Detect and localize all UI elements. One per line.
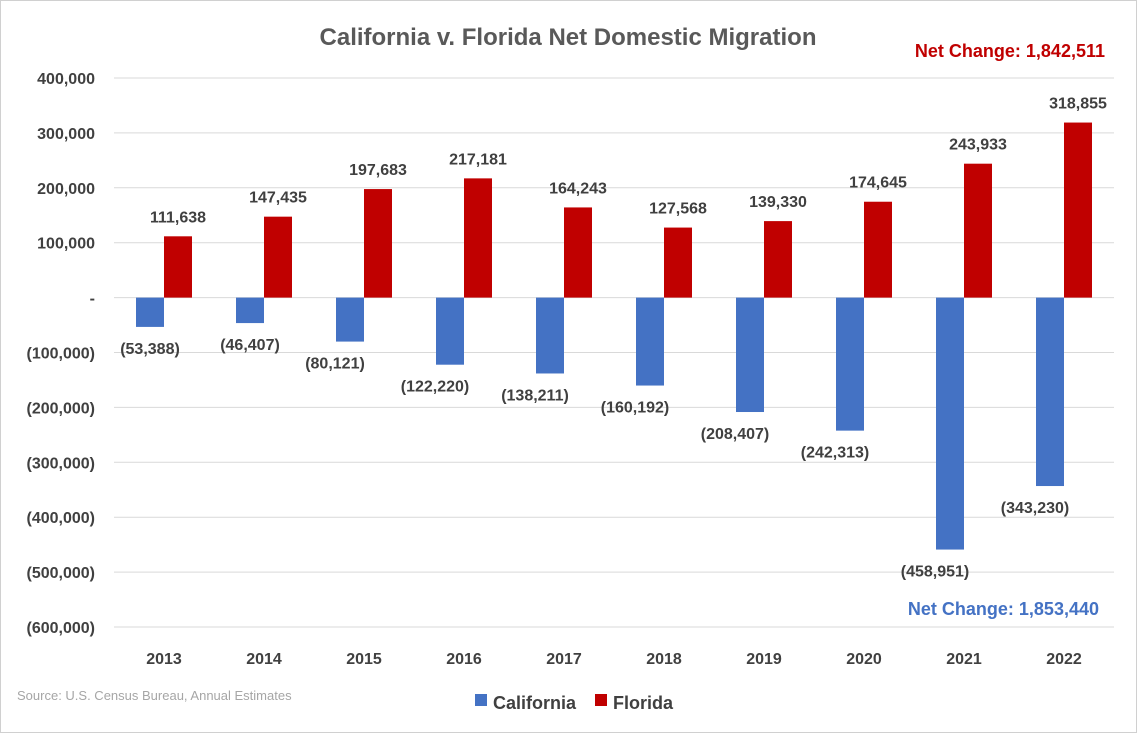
- bar-florida: [364, 189, 392, 298]
- bar-california: [636, 297, 664, 386]
- bar-florida: [1064, 122, 1092, 298]
- data-label-california: (46,407): [220, 337, 280, 354]
- data-label-california: (242,313): [801, 445, 870, 462]
- data-label-florida: 217,181: [449, 151, 507, 168]
- data-labels: (53,388) 111,638 (46,407) 147,435 (80,121) 19…: [120, 96, 1107, 581]
- x-tick-label: 2017: [546, 651, 582, 668]
- x-tick-label: 2021: [946, 651, 982, 668]
- florida-net-change: Net Change: 1,842,511: [915, 41, 1105, 61]
- x-tick-label: 2020: [846, 651, 882, 668]
- data-label-california: (80,121): [305, 356, 365, 373]
- legend-label-florida: Florida: [613, 693, 674, 713]
- data-label-california: (53,388): [120, 341, 180, 358]
- legend: California Florida: [475, 693, 674, 713]
- bar-california: [1036, 297, 1064, 487]
- bar-florida: [164, 236, 192, 298]
- bar-california: [936, 297, 964, 550]
- legend-label-california: California: [493, 693, 577, 713]
- y-tick-label: 100,000: [37, 236, 95, 253]
- data-label-florida: 147,435: [249, 190, 307, 207]
- bar-florida: [464, 178, 492, 298]
- bars: [136, 122, 1092, 550]
- x-tick-label: 2013: [146, 651, 182, 668]
- data-label-california: (160,192): [601, 400, 670, 417]
- x-tick-label: 2018: [646, 651, 682, 668]
- bar-california: [436, 297, 464, 365]
- data-label-florida: 197,683: [349, 162, 407, 179]
- data-label-florida: 111,638: [150, 209, 206, 226]
- y-tick-label: 200,000: [37, 181, 95, 198]
- bar-california: [836, 297, 864, 431]
- source-note: Source: U.S. Census Bureau, Annual Estim…: [17, 688, 292, 703]
- gridlines: [114, 77, 1114, 628]
- y-tick-label: 400,000: [37, 71, 95, 88]
- x-tick-label: 2019: [746, 651, 782, 668]
- bar-florida: [764, 221, 792, 298]
- bar-florida: [864, 201, 892, 298]
- data-label-california: (458,951): [901, 564, 970, 581]
- y-tick-label: (300,000): [27, 455, 96, 472]
- data-label-california: (122,220): [401, 379, 470, 396]
- y-tick-label: (600,000): [27, 620, 96, 637]
- bar-florida: [264, 216, 292, 298]
- bar-california: [736, 297, 764, 413]
- data-label-california: (138,211): [501, 387, 569, 404]
- data-label-florida: 127,568: [649, 201, 707, 218]
- data-label-florida: 164,243: [549, 180, 607, 197]
- x-tick-label: 2015: [346, 651, 382, 668]
- data-label-florida: 318,855: [1049, 96, 1107, 113]
- data-label-california: (343,230): [1001, 500, 1070, 517]
- legend-swatch-florida: [595, 694, 607, 706]
- bar-california: [536, 297, 564, 374]
- chart-title: California v. Florida Net Domestic Migra…: [320, 24, 817, 51]
- data-label-florida: 174,645: [849, 175, 907, 192]
- data-label-florida: 243,933: [949, 137, 1007, 154]
- data-label-florida: 139,330: [749, 194, 807, 211]
- bar-california: [136, 297, 164, 327]
- bar-california: [336, 297, 364, 342]
- y-tick-label: (500,000): [27, 565, 96, 582]
- legend-swatch-california: [475, 694, 487, 706]
- x-tick-label: 2014: [246, 651, 282, 668]
- y-axis-ticks: 400,000 300,000 200,000 100,000 - (100,000) (2…: [27, 71, 96, 637]
- y-tick-label: (100,000): [27, 346, 96, 363]
- bar-florida: [664, 227, 692, 298]
- california-net-change: Net Change: 1,853,440: [908, 599, 1099, 619]
- x-tick-label: 2016: [446, 651, 482, 668]
- x-axis-ticks: 2013 2014 2015 2016 2017 2018 2019 2020 2021 2022: [146, 651, 1082, 668]
- y-tick-label: -: [90, 291, 95, 308]
- bar-florida: [564, 207, 592, 298]
- y-tick-label: (200,000): [27, 400, 96, 417]
- x-tick-label: 2022: [1046, 651, 1082, 668]
- y-tick-label: (400,000): [27, 510, 96, 527]
- data-label-california: (208,407): [701, 426, 770, 443]
- bar-florida: [964, 163, 992, 298]
- bar-california: [236, 297, 264, 324]
- y-tick-label: 300,000: [37, 126, 95, 143]
